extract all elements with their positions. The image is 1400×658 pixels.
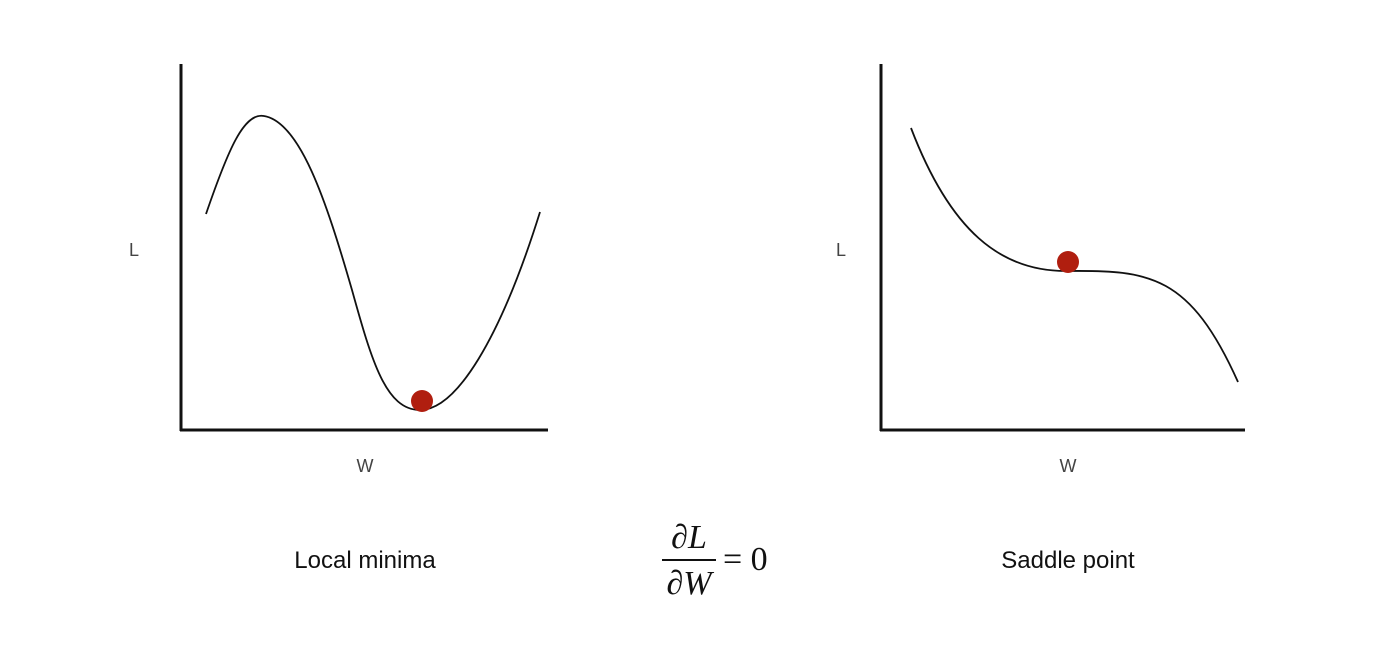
panel-caption: Saddle point xyxy=(1001,547,1135,574)
y-axis-label: L xyxy=(129,240,139,260)
loss-curve xyxy=(205,114,541,411)
x-axis-label: W xyxy=(1060,456,1077,476)
equation-numerator: ∂L xyxy=(671,519,707,556)
equation-rhs: = 0 xyxy=(723,541,768,578)
x-axis-label: W xyxy=(357,456,374,476)
saddle-marker xyxy=(1057,251,1079,273)
panel-caption: Local minima xyxy=(294,547,436,574)
minimum-marker xyxy=(411,390,433,412)
panel-local-minima: L W Local minima xyxy=(129,64,548,574)
panel-saddle-point: L W Saddle point xyxy=(836,64,1245,574)
equation-denominator: ∂W xyxy=(666,565,714,602)
y-axis-label: L xyxy=(836,240,846,260)
gradient-equation: ∂L ∂W = 0 xyxy=(662,519,768,602)
